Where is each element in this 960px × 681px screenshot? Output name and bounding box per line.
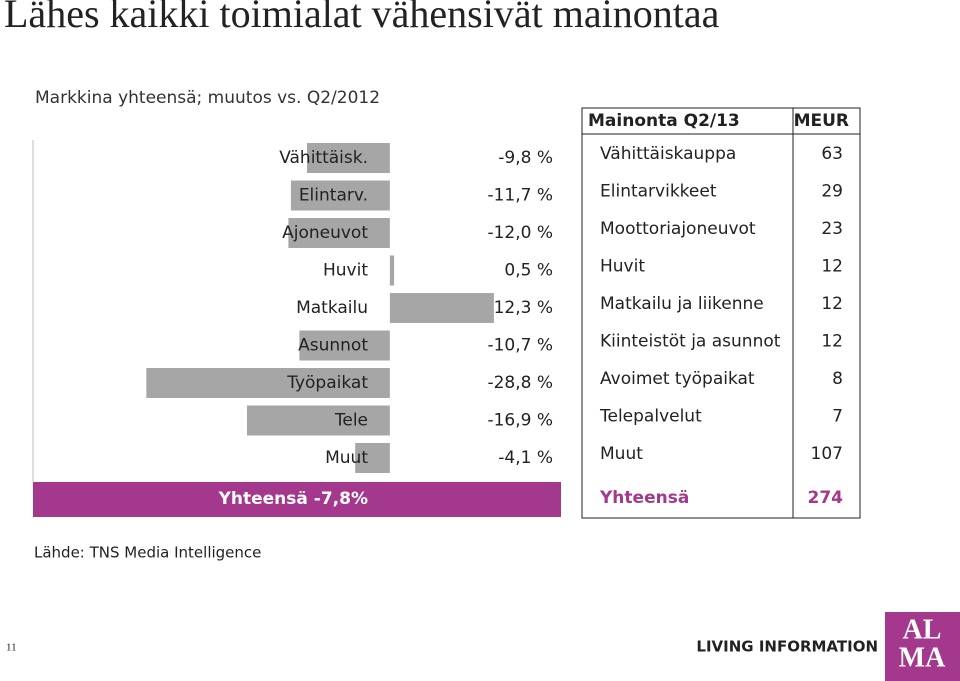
value-label: -28,8 % [487,373,553,393]
category-label: Asunnot [298,336,368,356]
value-label: -10,7 % [487,336,553,356]
page-number: 11 [6,642,17,654]
value-label: -11,7 % [487,186,553,206]
table-cell: Telepalvelut [599,407,702,427]
table-cell: Elintarvikkeet [600,182,717,202]
bar [306,143,390,173]
category-label: Matkailu [296,298,368,318]
table-cell: 12 [821,257,843,277]
subtitle: Markkina yhteensä; muutos vs. Q2/2012 [35,88,380,108]
table-cell: 23 [821,219,843,239]
table-total: 274 [808,488,844,508]
value-label: 12,3 % [494,298,553,318]
table-cell: Moottoriajoneuvot [600,219,756,239]
table-cell: Avoimet työpaikat [600,369,755,389]
table-cell: 107 [811,444,843,464]
bar [299,330,390,361]
bar [389,293,494,323]
logo-text: AL [903,614,942,645]
value-label: -4,1 % [498,448,553,468]
table-header: Mainonta Q2/13 [588,111,740,131]
total-label: Yhteensä -7,8% [218,489,368,509]
table-cell: Muut [600,444,643,464]
table-cell: Kiinteistöt ja asunnot [600,332,781,352]
bar [246,405,390,436]
title: Lähes kaikki toimialat vähensivät mainon… [4,0,720,36]
table-cell: Matkailu ja liikenne [600,294,764,314]
table-cell: Vähittäiskauppa [600,144,736,164]
table-cell: 7 [832,407,843,427]
bar [288,218,390,248]
total-bar [33,482,561,517]
table-cell: Huvit [600,257,645,277]
category-label: Huvit [323,261,368,281]
logo-text: MA [899,642,946,673]
logo-box [885,612,960,681]
table-cell: 29 [821,182,843,202]
value-label: 0,5 % [504,261,553,281]
bar [389,255,395,286]
bar [290,180,390,211]
table-total: Yhteensä [599,488,689,508]
bar [146,368,390,398]
category-label: Ajoneuvot [282,223,368,243]
value-label: -12,0 % [487,223,553,243]
category-label: Muut [325,448,368,468]
value-label: -9,8 % [498,148,553,168]
category-label: Elintarv. [299,186,368,206]
table-header: MEUR [794,111,849,131]
tagline: LIVING INFORMATION [696,638,878,656]
value-label: -16,9 % [487,411,553,431]
table-cell: 12 [821,294,843,314]
table-frame [581,107,861,519]
table-cell: 63 [821,144,843,164]
table-cell: 12 [821,332,843,352]
category-label: Työpaikat [286,373,368,393]
table-cell: 8 [832,369,843,389]
category-label: Vähittäisk. [279,148,368,168]
bar [355,443,390,473]
source: Lähde: TNS Media Intelligence [34,544,261,562]
category-label: Tele [334,411,368,431]
